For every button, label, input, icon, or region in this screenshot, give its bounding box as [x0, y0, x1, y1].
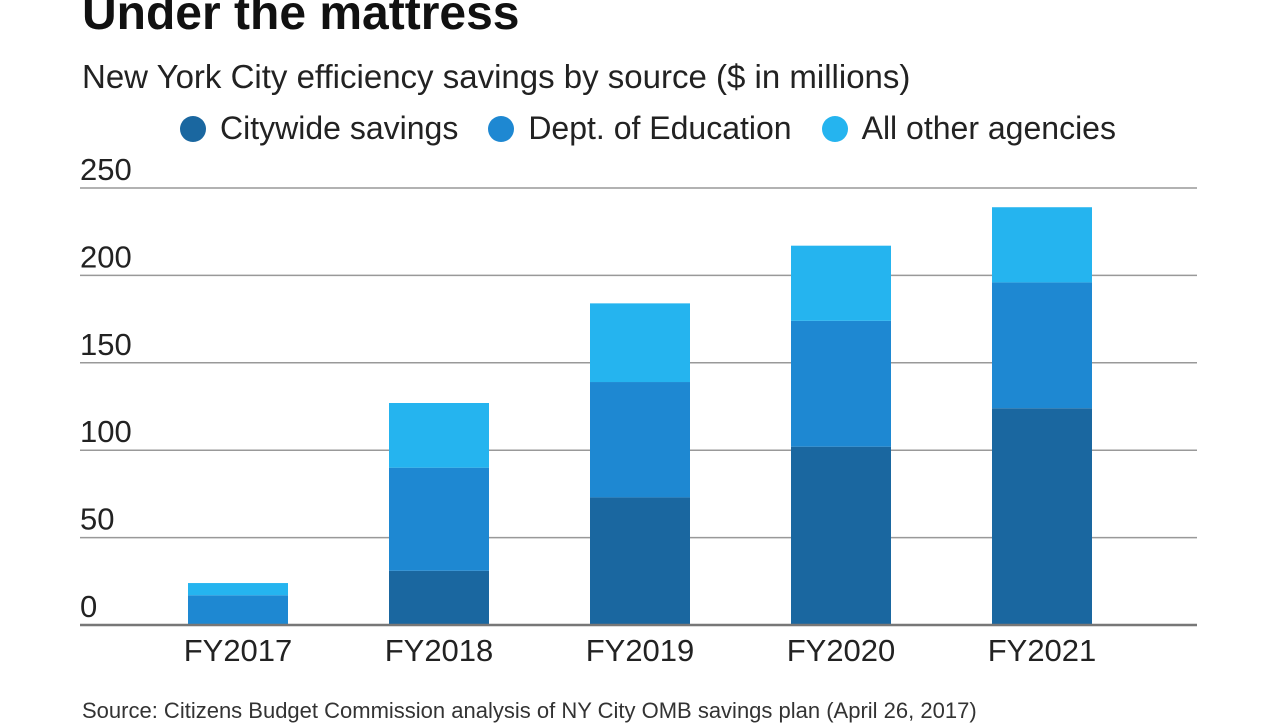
chart-title: Under the mattress: [82, 0, 520, 40]
bar-segment: [992, 282, 1092, 409]
y-tick-label: 250: [80, 152, 132, 187]
legend-item: All other agencies: [821, 110, 1116, 147]
bar-segment: [188, 583, 288, 596]
bar-segment: [389, 467, 489, 571]
legend-swatch: [821, 115, 848, 142]
x-tick-label: FY2018: [385, 633, 494, 668]
bar-segment: [791, 320, 891, 447]
bar-segment: [590, 303, 690, 383]
x-tick-label: FY2020: [787, 633, 896, 668]
legend-item: Citywide savings: [180, 110, 458, 147]
bar-segment: [590, 382, 690, 498]
x-tick-label: FY2021: [988, 633, 1097, 668]
bar-segment: [992, 207, 1092, 283]
bar-segment: [389, 403, 489, 468]
y-tick-label: 50: [80, 502, 114, 537]
bar-segment: [791, 245, 891, 321]
x-tick-label: FY2017: [184, 633, 293, 668]
y-tick-label: 0: [80, 589, 97, 624]
bar-segment: [590, 497, 690, 625]
chart-subtitle: New York City efficiency savings by sour…: [82, 58, 911, 95]
legend-label: Dept. of Education: [528, 110, 792, 146]
source-note: Source: Citizens Budget Commission analy…: [82, 698, 977, 723]
legend-item: Dept. of Education: [488, 110, 792, 147]
bar-segment: [791, 446, 891, 625]
bar-segment: [188, 595, 288, 625]
bar-segment: [992, 408, 1092, 625]
legend-swatch: [180, 115, 206, 142]
y-tick-label: 100: [80, 414, 132, 449]
y-tick-label: 150: [80, 327, 132, 362]
legend-swatch: [488, 115, 515, 142]
legend-label: All other agencies: [861, 110, 1116, 146]
x-tick-label: FY2019: [586, 633, 695, 668]
y-tick-label: 200: [80, 239, 132, 274]
legend-label: Citywide savings: [220, 110, 459, 146]
legend: Citywide savings Dept. of Education All ot…: [180, 110, 1116, 147]
bar-segment: [389, 570, 489, 625]
